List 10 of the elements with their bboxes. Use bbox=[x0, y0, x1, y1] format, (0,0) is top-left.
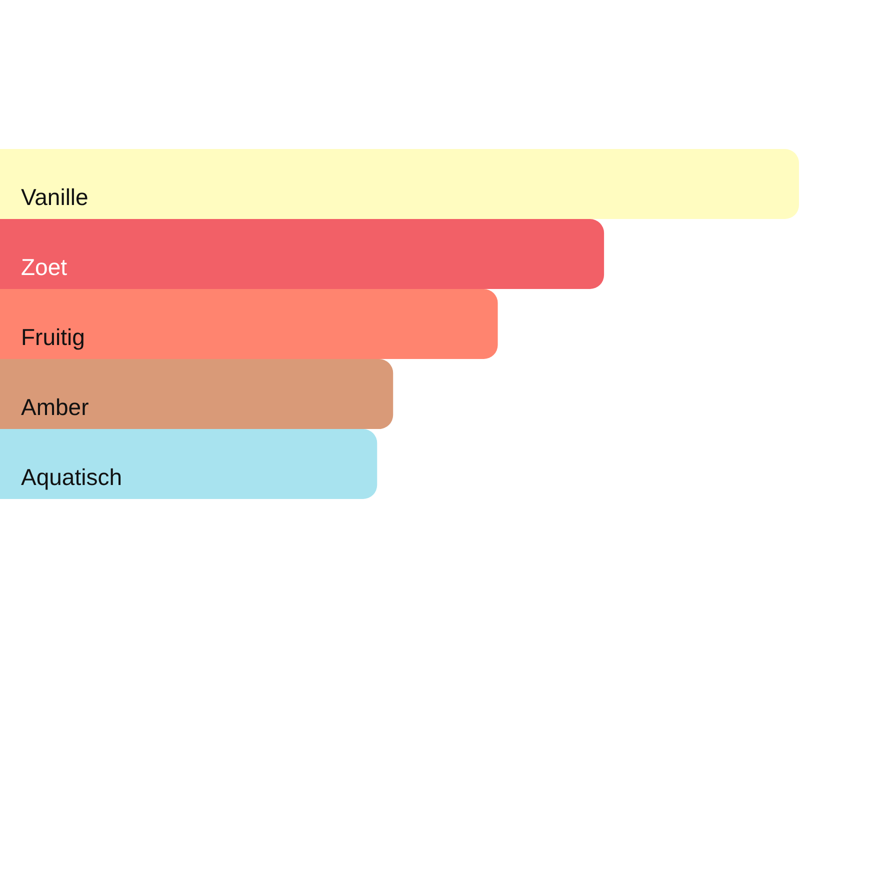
bar bbox=[0, 219, 604, 289]
y-tick-label: Fruitig bbox=[21, 324, 85, 350]
bar bbox=[0, 289, 498, 359]
bar bbox=[0, 429, 378, 499]
bar bbox=[0, 149, 799, 219]
y-tick-label: Zoet bbox=[21, 254, 68, 280]
y-tick-label: Vanille bbox=[21, 184, 88, 210]
bar bbox=[0, 359, 394, 429]
y-tick-label: Amber bbox=[21, 394, 90, 420]
y-tick-label: Aquatisch bbox=[21, 464, 122, 490]
